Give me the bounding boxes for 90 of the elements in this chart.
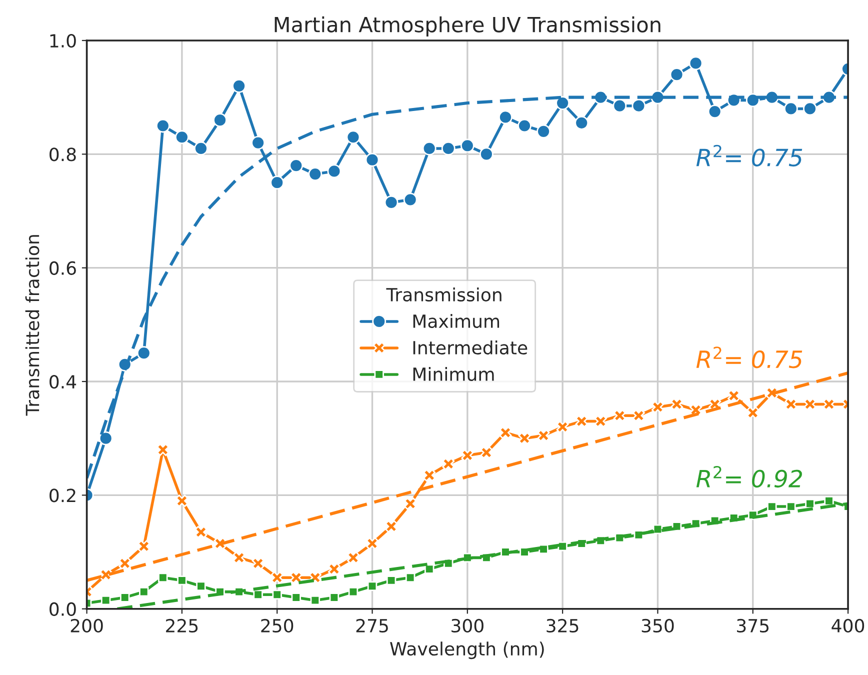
legend-label: Intermediate [413, 340, 528, 355]
point [346, 551, 360, 564]
point [367, 581, 378, 591]
point [536, 124, 550, 138]
point [403, 192, 418, 207]
point [767, 502, 777, 512]
x-tick-label: 350 [642, 618, 674, 633]
y-tick-label: 0.6 [50, 261, 76, 275]
annotation: R$^{2}$= 0.75 [696, 346, 802, 368]
point [538, 544, 548, 554]
point [824, 496, 834, 506]
point [688, 56, 703, 70]
point [156, 118, 170, 133]
y-tick-label: 0.0 [50, 602, 76, 616]
point [310, 595, 320, 606]
point [366, 537, 379, 550]
point [136, 346, 151, 360]
point [385, 520, 398, 533]
point [120, 592, 130, 602]
point [270, 176, 284, 190]
x-tick-label: 225 [166, 618, 198, 633]
point [139, 586, 149, 597]
point [175, 130, 189, 144]
y-tick-label: 0.4 [50, 374, 76, 389]
point [194, 142, 208, 156]
point [803, 102, 817, 116]
point [386, 576, 396, 586]
annotation: R$^{2}$= 0.75 [696, 144, 802, 166]
point [329, 592, 340, 602]
point [404, 497, 417, 510]
y-axis-title: Transmitted fraction [25, 235, 40, 416]
point [574, 116, 589, 130]
point [272, 590, 282, 600]
point [708, 104, 722, 118]
point [786, 502, 796, 512]
x-tick-label: 250 [261, 618, 294, 633]
y-tick-label: 1.0 [50, 34, 76, 48]
point [612, 98, 627, 113]
point [384, 196, 398, 210]
point [424, 564, 434, 574]
point [158, 572, 168, 582]
legend-title: Transmission [386, 288, 502, 302]
point [291, 592, 301, 602]
x-tick-label: 200 [70, 618, 103, 633]
x-tick-label: 300 [452, 618, 484, 633]
point [422, 142, 436, 156]
x-axis-title: Wavelength (nm) [390, 642, 544, 660]
point [251, 136, 266, 150]
point [670, 68, 684, 82]
point [177, 576, 187, 586]
point [805, 498, 815, 509]
point [100, 595, 111, 606]
point [556, 96, 570, 110]
point [232, 79, 246, 93]
point [327, 164, 342, 178]
point [405, 572, 416, 582]
legend-label: Maximum [413, 314, 500, 328]
chart-title: Martian Atmosphere UV Transmission [274, 16, 660, 36]
point [196, 581, 206, 591]
x-tick-label: 375 [737, 618, 769, 633]
point [423, 469, 436, 482]
point [213, 113, 227, 128]
point [480, 147, 494, 162]
point [252, 557, 264, 570]
point [253, 590, 263, 600]
point [480, 446, 493, 459]
point [652, 524, 663, 534]
point [232, 551, 246, 564]
annotation: R$^{2}$= 0.92 [696, 466, 802, 488]
point [289, 158, 304, 172]
point [98, 431, 113, 446]
y-tick-label: 0.8 [50, 148, 76, 162]
point [270, 571, 284, 584]
point [441, 142, 456, 156]
x-tick-label: 400 [832, 618, 864, 633]
point [100, 568, 112, 581]
point [346, 130, 360, 144]
point [365, 152, 380, 167]
point [498, 110, 512, 124]
point [632, 98, 646, 113]
point [520, 547, 530, 557]
point [784, 102, 798, 116]
point [348, 586, 358, 597]
y-tick-label: 0.2 [50, 488, 76, 502]
point [518, 118, 532, 133]
point [308, 167, 322, 182]
legend-label: Minimum [413, 367, 494, 382]
x-tick-label: 325 [546, 618, 578, 633]
point [460, 138, 474, 153]
x-tick-label: 275 [356, 618, 388, 633]
